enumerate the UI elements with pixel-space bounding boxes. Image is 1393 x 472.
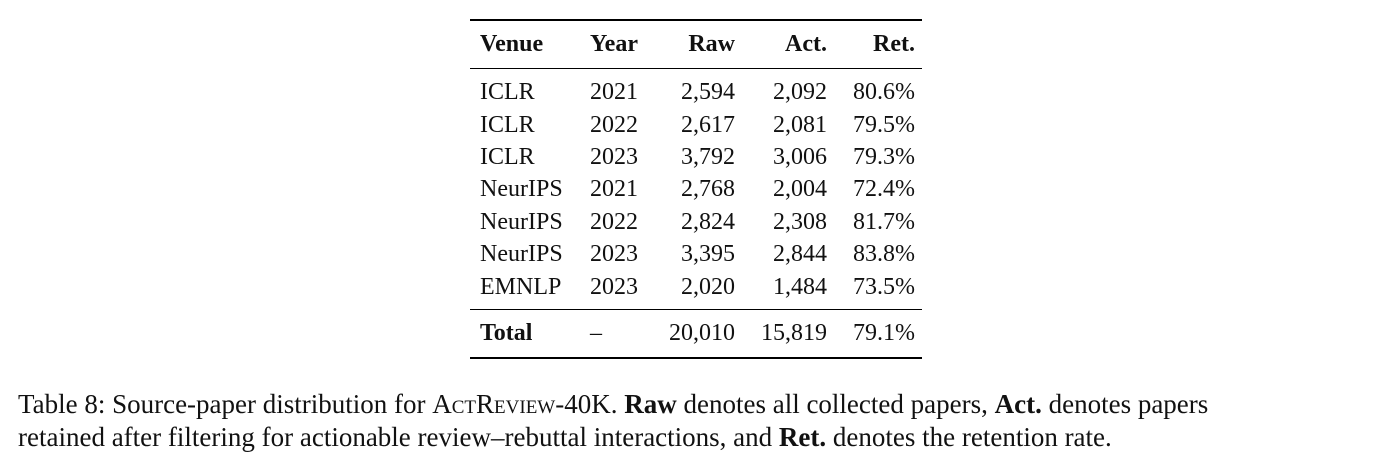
table-row: NeurIPS 2021 2,768 2,004 72.4% xyxy=(470,173,922,205)
table-cell: 2,308 xyxy=(773,208,827,235)
table-cell: 2,081 xyxy=(773,111,827,138)
table-cell: 1,484 xyxy=(773,273,827,300)
column-header: Venue xyxy=(480,31,544,57)
table-cell: ICLR xyxy=(480,111,535,138)
total-cell: 79.1% xyxy=(853,320,915,347)
table-body: ICLR 2021 2,594 2,092 80.6% ICLR 2022 2,617 2,08… xyxy=(470,69,922,310)
table-cell: 72.4% xyxy=(853,176,915,203)
table-cell: 2,768 xyxy=(681,176,735,203)
table-footer: Total – 20,010 15,819 79.1% xyxy=(470,309,922,358)
total-cell: 15,819 xyxy=(761,320,827,347)
table-cell: 79.3% xyxy=(853,143,915,170)
term: Raw xyxy=(624,389,677,419)
table-cell: 2021 xyxy=(590,79,638,106)
column-header: Year xyxy=(590,31,638,57)
table-cell: 2,594 xyxy=(681,79,735,106)
table-cell: 2,092 xyxy=(773,79,827,106)
data-table: Venue Year Raw Act. Ret. ICLR 2021 2,594 2,092 8… xyxy=(470,19,922,359)
table-cell: 2023 xyxy=(590,273,638,300)
term: Act. xyxy=(994,389,1042,419)
table-cell: 2022 xyxy=(590,208,638,235)
caption-text: Table 8: Source-paper distribution for xyxy=(18,389,433,419)
table-cell: 81.7% xyxy=(853,208,915,235)
table-row: ICLR 2022 2,617 2,081 79.5% xyxy=(470,108,922,140)
caption-text: denotes all collected papers, xyxy=(676,389,995,419)
table-cell: 79.5% xyxy=(853,111,915,138)
caption-text: denotes papers xyxy=(1041,389,1209,419)
table-cell: 2023 xyxy=(590,241,638,268)
table-cell: NeurIPS xyxy=(480,176,563,203)
term: Ret. xyxy=(778,422,827,452)
table-cell: 2,824 xyxy=(681,208,735,235)
caption-line: Table 8: Source-paper distribution for A… xyxy=(18,388,1208,421)
table-cell: 3,006 xyxy=(773,143,827,170)
column-header: Act. xyxy=(785,31,827,57)
caption-text: retained after filtering for actionable … xyxy=(18,422,779,452)
total-cell: – xyxy=(590,320,602,347)
total-cell: Total xyxy=(480,320,533,347)
caption-text: . xyxy=(610,389,625,419)
table-cell: 73.5% xyxy=(853,273,915,300)
table-cell: 2,020 xyxy=(681,273,735,300)
table-cell: 83.8% xyxy=(853,241,915,268)
table-row: ICLR 2021 2,594 2,092 80.6% xyxy=(470,69,922,109)
caption: Table 8: Source-paper distribution for A… xyxy=(18,388,1208,454)
table-cell: 80.6% xyxy=(853,79,915,106)
table-row: ICLR 2023 3,792 3,006 79.3% xyxy=(470,141,922,173)
table-header: Venue Year Raw Act. Ret. xyxy=(470,20,922,69)
header-row: Venue Year Raw Act. Ret. xyxy=(470,20,922,69)
table-cell: NeurIPS xyxy=(480,208,563,235)
table-cell: 3,395 xyxy=(681,241,735,268)
table-cell: 3,792 xyxy=(681,143,735,170)
table-cell: 2,004 xyxy=(773,176,827,203)
table-cell: 2023 xyxy=(590,143,638,170)
table-cell: 2021 xyxy=(590,176,638,203)
total-cell: 20,010 xyxy=(669,320,735,347)
caption-line: retained after filtering for actionable … xyxy=(18,421,1208,454)
column-header: Raw xyxy=(688,31,735,57)
table-cell: 2022 xyxy=(590,111,638,138)
column-header: Ret. xyxy=(873,31,915,57)
total-row: Total – 20,010 15,819 79.1% xyxy=(470,309,922,358)
table-row: NeurIPS 2022 2,824 2,308 81.7% xyxy=(470,206,922,238)
table-cell: 2,844 xyxy=(773,241,827,268)
table-cell: ICLR xyxy=(480,79,535,106)
table-row: EMNLP 2023 2,020 1,484 73.5% xyxy=(470,270,922,309)
table-cell: NeurIPS xyxy=(480,241,563,268)
dataset-name: ActReview-40K xyxy=(432,389,611,419)
table-cell: ICLR xyxy=(480,143,535,170)
caption-text: denotes the retention rate. xyxy=(826,422,1112,452)
table-cell: 2,617 xyxy=(681,111,735,138)
table-row: NeurIPS 2023 3,395 2,844 83.8% xyxy=(470,238,922,270)
table-cell: EMNLP xyxy=(480,273,562,300)
